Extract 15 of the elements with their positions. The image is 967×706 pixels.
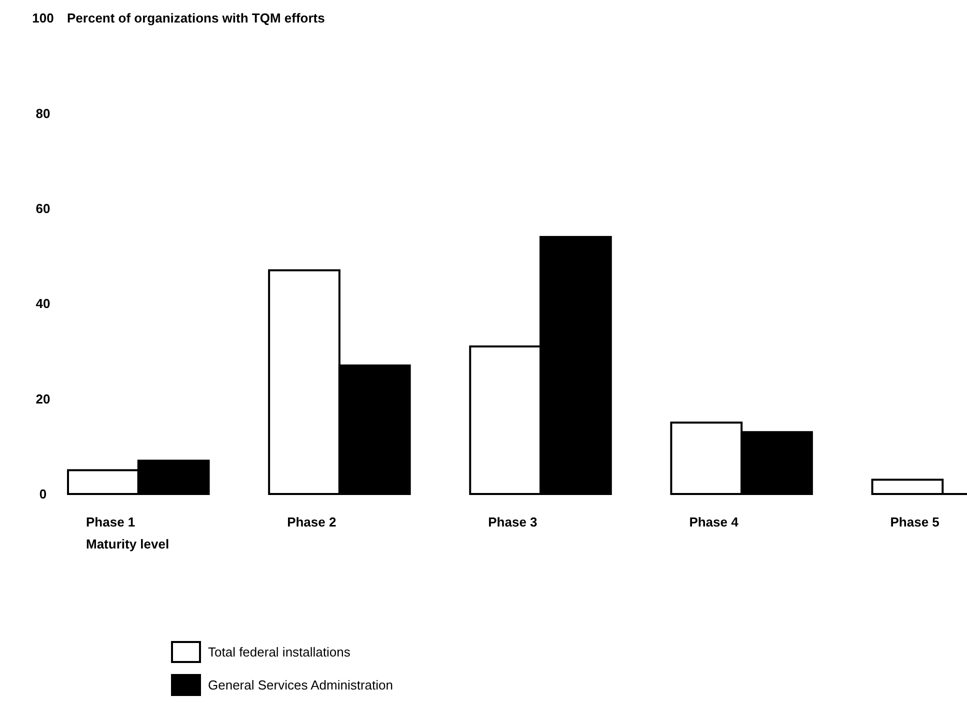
x-tick-label: Phase 3 [488, 514, 538, 530]
x-tick-label: Phase 2 [287, 514, 336, 530]
x-tick-label: Phase 4 [689, 514, 740, 530]
legend-label: Total federal installations [208, 644, 351, 660]
y-axis-title: Percent of organizations with TQM efforts [67, 10, 325, 26]
x-axis-title: Maturity level [86, 536, 170, 552]
x-tick-label: Phase 1 [86, 514, 136, 530]
y-tick-label: 40 [36, 296, 50, 312]
y-tick-label: 80 [36, 106, 50, 121]
x-tick-label: Phase 5 [890, 514, 940, 530]
legend-label: General Services Administration [208, 678, 393, 693]
y-tick-label: 20 [36, 391, 50, 406]
y-tick-label: 0 [39, 486, 47, 502]
y-tick-label: 100 [32, 10, 54, 26]
y-tick-label: 60 [36, 200, 50, 216]
